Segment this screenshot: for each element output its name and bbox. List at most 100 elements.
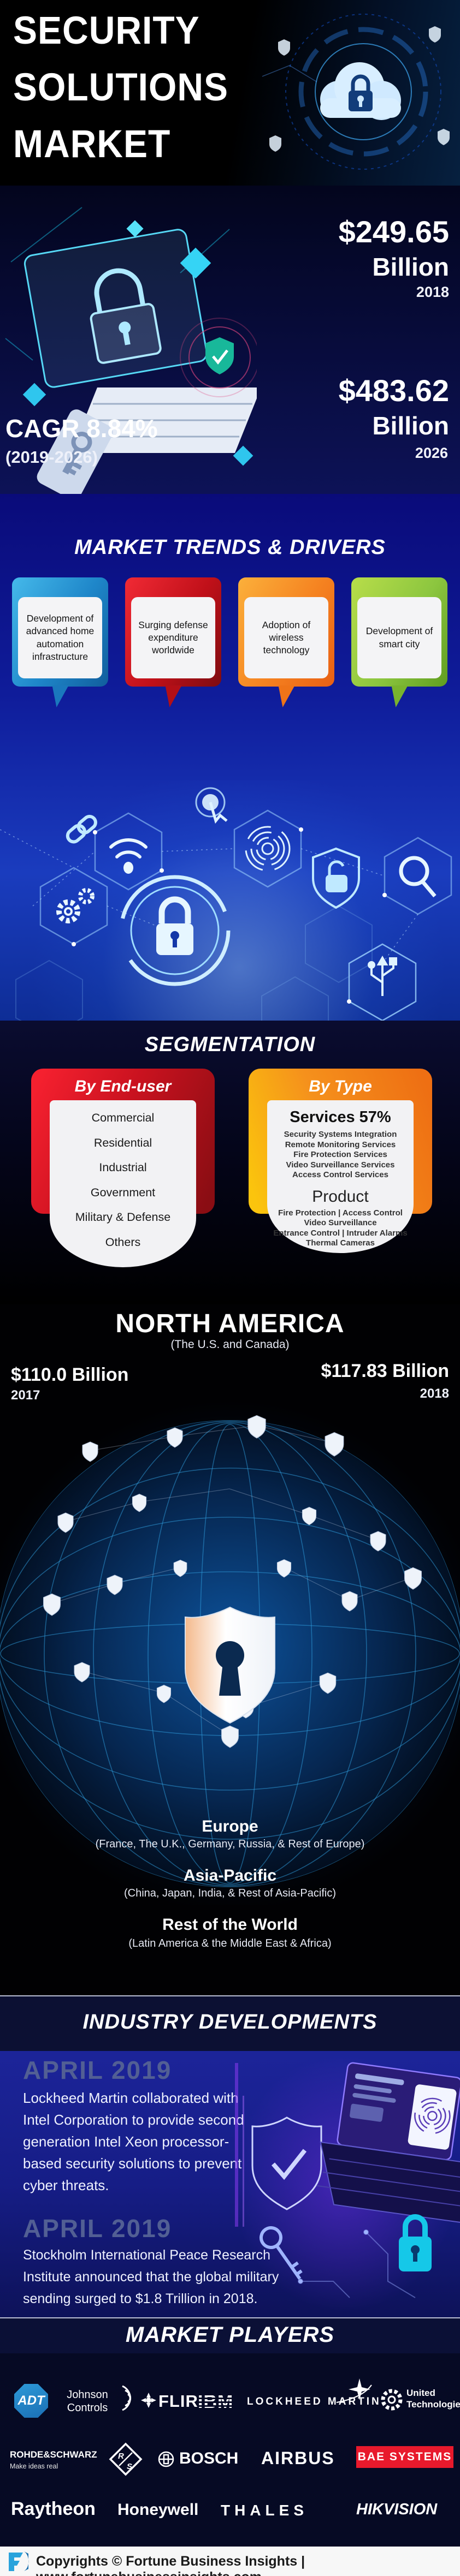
na-value-2018: $117.83 Billion	[321, 1361, 449, 1381]
region-asia-pacific-sub: (China, Japan, India, & Rest of Asia-Pac…	[124, 1887, 336, 1899]
logo-thales: THALES	[221, 2502, 308, 2519]
trend-card-text: Development of advanced home automation …	[18, 597, 102, 678]
chain-link-icon	[66, 815, 97, 844]
players-heading: MARKET PLAYERS	[125, 2323, 335, 2347]
central-keyhole-shield-icon	[185, 1606, 275, 1724]
logo-lockheed-martin: LOCKHEED MARTIN	[247, 2396, 381, 2407]
end-user-list: Commercial Residential Industrial Govern…	[50, 1100, 196, 1267]
service-item: Remote Monitoring Services	[285, 1140, 396, 1149]
service-item: Fire Protection Services	[293, 1150, 387, 1159]
product-item: Entrance Control | Intruder Alarms	[273, 1228, 408, 1238]
trends-heading: MARKET TRENDS & DRIVERS	[74, 536, 386, 559]
logo-flir: FLIR	[158, 2392, 198, 2411]
na-year-2017: 2017	[11, 1388, 40, 1403]
service-item: Video Surveillance Services	[286, 1160, 395, 1170]
billion-label-2026: Billion	[372, 412, 449, 440]
footer-copyright: Copyrights © Fortune Business Insights |…	[36, 2554, 305, 2576]
gear-icon	[56, 888, 95, 923]
trend-card-text: Development of smart city	[357, 597, 441, 678]
footer-bar	[0, 2547, 460, 2576]
product-item: Thermal Cameras	[306, 1238, 375, 1248]
globe-shield-illustration	[0, 1415, 460, 1887]
region-asia-pacific: Asia-Pacific	[183, 1867, 277, 1885]
region-europe: Europe	[202, 1817, 258, 1835]
lockheed-star-icon	[336, 2378, 372, 2403]
padlock-teal-icon	[399, 2214, 432, 2271]
trend-card-text: Surging defense expenditure worldwide	[131, 597, 215, 678]
industry-text-1: Lockheed Martin collaborated with Intel …	[23, 2090, 244, 2193]
fingerprint-icon	[245, 826, 291, 872]
end-user-item: Industrial	[99, 1161, 147, 1174]
shield-unlock-icon	[312, 847, 360, 909]
segment-card-title: By End-user	[74, 1077, 172, 1095]
product-item: Video Surveillance	[304, 1218, 377, 1227]
rs-letter-s: S	[127, 2462, 132, 2471]
logo-raytheon: Raytheon	[11, 2499, 96, 2519]
bosch-armature-icon	[158, 2451, 174, 2467]
laptop-fingerprint-icon	[316, 2062, 460, 2226]
logo-airbus: AIRBUS	[261, 2448, 335, 2468]
magnifier-icon	[399, 856, 437, 898]
cloud-lock-icon	[262, 14, 450, 170]
usb-icon	[368, 956, 397, 996]
johnson-controls-arcs-icon	[122, 2385, 132, 2411]
billion-label-2018: Billion	[372, 253, 449, 281]
trend-card-defense-expenditure: Surging defense expenditure worldwide	[125, 577, 221, 707]
fortune-business-insights-logo	[9, 2551, 29, 2571]
product-item: Fire Protection | Access Control	[278, 1208, 403, 1218]
bae-label: BAE SYSTEMS	[357, 2450, 452, 2463]
industry-heading: INDUSTRY DEVELOPMENTS	[82, 2011, 378, 2034]
end-user-item: Commercial	[91, 1111, 155, 1124]
logo-bosch: BOSCH	[179, 2449, 239, 2467]
ibm-stripes-overlay	[198, 2392, 234, 2413]
service-item: Access Control Services	[292, 1170, 388, 1179]
united-technologies-gear-icon	[381, 2389, 403, 2411]
rs-diamond-icon: R S	[109, 2442, 143, 2476]
trend-card-smart-city: Development of smart city	[351, 577, 447, 707]
year-2018: 2018	[416, 284, 449, 300]
page-title-line: SECURITY	[13, 8, 200, 52]
year-2026: 2026	[415, 445, 448, 461]
product-title: Product	[312, 1187, 369, 1206]
trend-cards: Development of advanced home automation …	[12, 577, 448, 707]
na-year-2018: 2018	[420, 1386, 449, 1401]
segmentation-heading: SEGMENTATION	[144, 1033, 316, 1056]
cyber-security-illustration	[235, 2055, 460, 2311]
market-value-2018: $249.65	[338, 214, 449, 249]
by-type-list: Services 57% Security Systems Integratio…	[267, 1100, 414, 1253]
key-icon	[260, 2226, 303, 2280]
logo-hikvision: HIKVISION	[356, 2501, 438, 2518]
trend-card-text: Adoption of wireless technology	[244, 597, 328, 678]
flir-sun-icon	[141, 2393, 156, 2408]
touch-icon	[195, 787, 228, 824]
service-item: Security Systems Integration	[284, 1130, 397, 1139]
security-tech-illustration	[0, 787, 452, 1021]
industry-text-2: Stockholm International Peace Research I…	[23, 2247, 279, 2306]
page-title-line: MARKET	[13, 122, 171, 165]
logo-adt: ADT	[14, 2384, 48, 2418]
laptop-lock-illustration	[5, 207, 257, 494]
region-rest-of-world: Rest of the World	[162, 1916, 298, 1934]
industry-date-1: APRIL 2019	[23, 2056, 172, 2084]
end-user-item: Residential	[93, 1136, 152, 1149]
rs-letter-r: R	[118, 2452, 124, 2461]
end-user-item: Government	[90, 1185, 156, 1199]
north-america-title: NORTH AMERICA	[115, 1309, 345, 1338]
cagr-value: CAGR 8.84%	[5, 414, 158, 443]
region-europe-sub: (France, The U.K., Germany, Russia, & Re…	[95, 1838, 365, 1850]
rohde-schwarz-tagline: Make ideas real	[10, 2462, 58, 2470]
trend-card-wireless: Adoption of wireless technology	[238, 577, 334, 707]
logo-honeywell: Honeywell	[117, 2501, 199, 2519]
trend-card-home-automation: Development of advanced home automation …	[12, 577, 108, 707]
services-title: Services 57%	[290, 1108, 391, 1126]
region-rest-of-world-sub: (Latin America & the Middle East & Afric…	[128, 1937, 332, 1949]
na-value-2017: $110.0 Billion	[11, 1364, 129, 1385]
cagr-period: (2019-2026)	[5, 448, 98, 467]
wifi-icon	[109, 838, 148, 858]
padlock-icon	[119, 875, 231, 986]
logo-rohde-schwarz: ROHDE&SCHWARZ	[10, 2449, 97, 2460]
page-title-line: SOLUTIONS	[13, 65, 229, 109]
logo-ibm: IBM	[198, 2392, 234, 2413]
end-user-item: Military & Defense	[75, 1211, 171, 1224]
